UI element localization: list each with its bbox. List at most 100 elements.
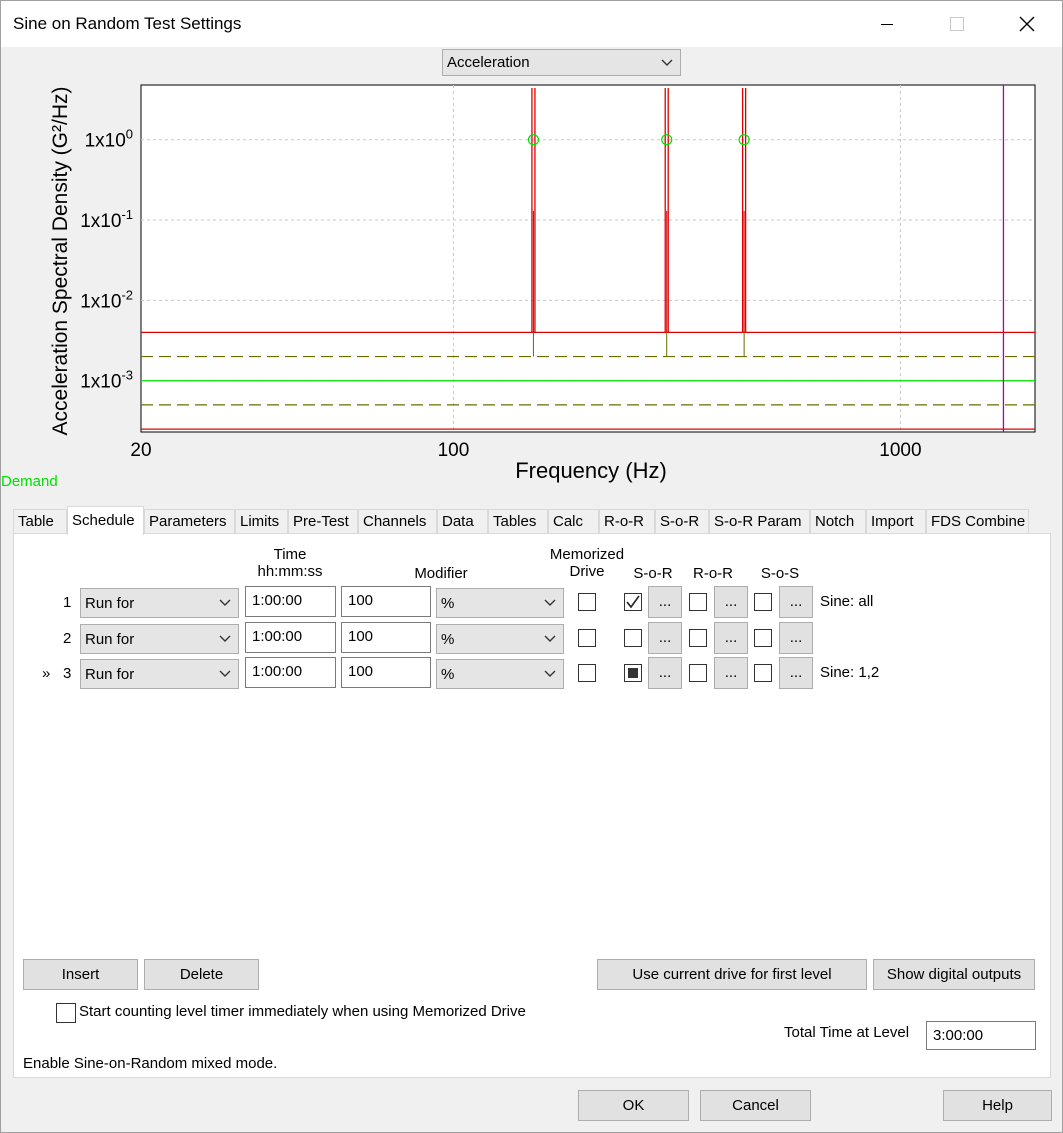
total-time-field[interactable]: 3:00:00 bbox=[926, 1021, 1036, 1050]
row-sor-edit-button[interactable]: ... bbox=[648, 622, 682, 654]
total-time-label: Total Time at Level bbox=[784, 1024, 910, 1041]
tab-s-o-r[interactable]: S-o-R bbox=[655, 509, 709, 534]
row-memorized-drive-checkbox[interactable] bbox=[578, 629, 596, 647]
row-ror-checkbox[interactable] bbox=[689, 593, 707, 611]
start-counting-label: Start counting level timer immediately w… bbox=[79, 1003, 526, 1020]
spectral-density-chart[interactable]: 20 100 1000 1x100 1x10-1 1x10-2 1x10-3 Frequenc… bbox=[1, 1, 1062, 501]
maximize-icon bbox=[950, 17, 964, 31]
chevron-down-icon bbox=[544, 635, 556, 642]
tab-channels[interactable]: Channels bbox=[358, 509, 437, 534]
row-ror-edit-button[interactable]: ... bbox=[714, 622, 748, 654]
row-action-select[interactable]: Run for bbox=[80, 624, 239, 654]
row-action-select[interactable]: Run for bbox=[80, 659, 239, 689]
status-text: Enable Sine-on-Random mixed mode. bbox=[23, 1055, 278, 1072]
use-current-drive-button[interactable]: Use current drive for first level bbox=[597, 959, 867, 990]
tab-table[interactable]: Table bbox=[13, 509, 67, 534]
y-tick-label: 1x10-1 bbox=[80, 207, 133, 232]
row-sor-edit-button[interactable]: ... bbox=[648, 586, 682, 618]
close-button[interactable] bbox=[992, 1, 1062, 47]
chevron-down-icon bbox=[544, 670, 556, 677]
view-select-value: Acceleration bbox=[447, 54, 530, 71]
sine-3-demand-marker bbox=[738, 134, 750, 146]
time-header: Time hh:mm:ss bbox=[257, 546, 323, 580]
tab-parameters[interactable]: Parameters bbox=[144, 509, 235, 534]
row-memorized-drive-checkbox[interactable] bbox=[578, 593, 596, 611]
show-digital-outputs-button[interactable]: Show digital outputs bbox=[873, 959, 1035, 990]
start-counting-checkbox[interactable] bbox=[56, 1003, 76, 1023]
row-number: 1 bbox=[63, 594, 72, 611]
chevron-down-icon bbox=[661, 59, 673, 66]
row-sos-checkbox[interactable] bbox=[754, 664, 772, 682]
sine-2-demand-marker bbox=[661, 134, 673, 146]
demand-legend-label: Demand bbox=[1, 473, 58, 490]
row-ror-edit-button[interactable]: ... bbox=[714, 657, 748, 689]
sos-header: S-o-S bbox=[760, 565, 800, 582]
row-ror-edit-button[interactable]: ... bbox=[714, 586, 748, 618]
tab-r-o-r[interactable]: R-o-R bbox=[599, 509, 655, 534]
ror-header: R-o-R bbox=[693, 565, 733, 582]
tab-data[interactable]: Data bbox=[437, 509, 488, 534]
x-axis-label: Frequency (Hz) bbox=[515, 458, 667, 483]
minimize-button[interactable] bbox=[852, 1, 922, 47]
ok-button[interactable]: OK bbox=[578, 1090, 689, 1121]
row-modifier-unit-select[interactable]: % bbox=[436, 588, 564, 618]
maximize-button[interactable] bbox=[922, 1, 992, 47]
row-time-field[interactable]: 1:00:00 bbox=[245, 622, 336, 653]
row-number: 3 bbox=[63, 665, 72, 682]
row-time-field[interactable]: 1:00:00 bbox=[245, 586, 336, 617]
row-action-select[interactable]: Run for bbox=[80, 588, 239, 618]
minimize-icon bbox=[881, 24, 893, 25]
delete-button[interactable]: Delete bbox=[144, 959, 259, 990]
title-bar: Sine on Random Test Settings bbox=[1, 1, 1062, 47]
x-tick-label: 1000 bbox=[879, 440, 921, 461]
row-sos-edit-button[interactable]: ... bbox=[779, 657, 813, 689]
view-select[interactable]: Acceleration bbox=[442, 49, 681, 76]
row-modifier-value-field[interactable]: 100 bbox=[341, 586, 431, 617]
row-sor-edit-button[interactable]: ... bbox=[648, 657, 682, 689]
help-button[interactable]: Help bbox=[943, 1090, 1052, 1121]
tab-fds-combine[interactable]: FDS Combine bbox=[926, 509, 1029, 534]
row-sos-checkbox[interactable] bbox=[754, 593, 772, 611]
y-tick-label: 1x10-2 bbox=[80, 287, 133, 312]
row-sor-checkbox[interactable] bbox=[624, 629, 642, 647]
close-icon bbox=[1019, 16, 1035, 32]
y-tick-label: 1x10-3 bbox=[80, 368, 133, 393]
tab-tables[interactable]: Tables bbox=[488, 509, 548, 534]
tab-limits[interactable]: Limits bbox=[235, 509, 288, 534]
row-modifier-value-field[interactable]: 100 bbox=[341, 622, 431, 653]
row-sine-summary: Sine: all bbox=[820, 593, 874, 610]
tab-calc[interactable]: Calc bbox=[548, 509, 599, 534]
row-sos-checkbox[interactable] bbox=[754, 629, 772, 647]
row-sos-edit-button[interactable]: ... bbox=[779, 622, 813, 654]
tab-notch[interactable]: Notch bbox=[810, 509, 866, 534]
y-tick-label: 1x100 bbox=[85, 127, 133, 152]
row-sor-checkbox[interactable] bbox=[624, 593, 642, 611]
row-sor-checkbox[interactable] bbox=[624, 664, 642, 682]
tab-import[interactable]: Import bbox=[866, 509, 926, 534]
chevron-down-icon bbox=[219, 599, 231, 606]
row-ror-checkbox[interactable] bbox=[689, 664, 707, 682]
row-memorized-drive-checkbox[interactable] bbox=[578, 664, 596, 682]
row-modifier-unit-select[interactable]: % bbox=[436, 624, 564, 654]
cancel-button[interactable]: Cancel bbox=[700, 1090, 811, 1121]
row-time-field[interactable]: 1:00:00 bbox=[245, 657, 336, 688]
sine-1-demand-marker bbox=[527, 134, 540, 146]
row-ror-checkbox[interactable] bbox=[689, 629, 707, 647]
chevron-down-icon bbox=[219, 635, 231, 642]
insert-button[interactable]: Insert bbox=[23, 959, 138, 990]
checkmark-icon bbox=[626, 595, 640, 609]
row-sos-edit-button[interactable]: ... bbox=[779, 586, 813, 618]
chevron-down-icon bbox=[544, 599, 556, 606]
x-tick-label: 20 bbox=[130, 440, 151, 461]
row-modifier-value-field[interactable]: 100 bbox=[341, 657, 431, 688]
plot-area bbox=[140, 84, 1036, 433]
row-marker: » bbox=[42, 665, 51, 682]
tab-s-o-r-param[interactable]: S-o-R Param bbox=[709, 509, 810, 534]
row-modifier-unit-select[interactable]: % bbox=[436, 659, 564, 689]
row-number: 2 bbox=[63, 630, 72, 647]
tab-pre-test[interactable]: Pre-Test bbox=[288, 509, 358, 534]
window-title: Sine on Random Test Settings bbox=[13, 14, 242, 33]
tab-schedule[interactable]: Schedule bbox=[67, 506, 144, 535]
x-tick-label: 100 bbox=[438, 440, 470, 461]
